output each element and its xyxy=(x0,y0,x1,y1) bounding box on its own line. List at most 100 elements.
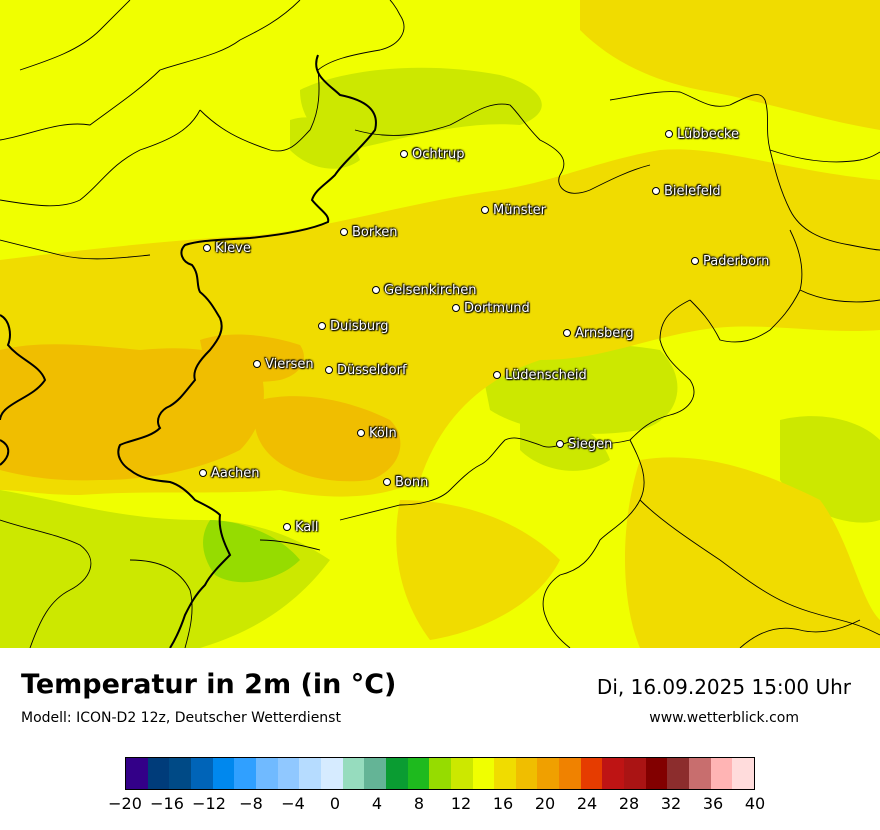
city-marker: Aachen xyxy=(199,465,259,483)
legend-color-segment xyxy=(320,758,343,789)
city-marker: Duisburg xyxy=(318,318,389,336)
border-netherlands-belgium xyxy=(117,54,377,648)
city-label: Kleve xyxy=(215,241,251,256)
city-dot-icon xyxy=(357,428,365,437)
legend-color-segment xyxy=(580,758,603,789)
city-label: Bonn xyxy=(395,475,429,490)
city-dot-icon xyxy=(481,205,489,214)
temperature-map: Lübbecke Ochtrup Bielefeld Münster Borke… xyxy=(0,0,880,648)
city-marker: Bonn xyxy=(383,474,428,492)
city-marker: Kall xyxy=(283,519,319,537)
legend-color-segment xyxy=(190,758,213,789)
warm-zone-south xyxy=(396,500,560,640)
city-label: Dortmund xyxy=(464,301,530,316)
city-label: Lüdenscheid xyxy=(505,368,587,383)
city-dot-icon xyxy=(563,328,571,337)
city-label: Bielefeld xyxy=(664,184,721,199)
city-marker: Düsseldorf xyxy=(325,362,407,380)
city-label: Köln xyxy=(369,426,397,441)
legend-color-segment xyxy=(645,758,668,789)
city-dot-icon xyxy=(691,256,699,265)
city-marker: Gelsenkirchen xyxy=(372,282,477,300)
legend-tick-label: 16 xyxy=(492,794,514,813)
legend-color-segment xyxy=(429,758,451,789)
city-dot-icon xyxy=(383,477,391,486)
city-label: Münster xyxy=(493,203,546,218)
color-legend-bar xyxy=(125,757,755,790)
hot-zone-lower-rhine xyxy=(0,344,264,481)
cool-zone-siegerland xyxy=(520,417,610,471)
legend-tick-label: 20 xyxy=(534,794,556,813)
city-marker: Ochtrup xyxy=(400,146,465,164)
legend-tick-label: 36 xyxy=(702,794,724,813)
city-dot-icon xyxy=(203,243,211,252)
legend-color-segment xyxy=(299,758,321,789)
legend-tick-label: 28 xyxy=(618,794,640,813)
city-label: Ochtrup xyxy=(412,147,465,162)
legend-color-segment xyxy=(710,758,733,789)
hot-zone-duesseldorf xyxy=(200,334,304,382)
legend-color-segment xyxy=(472,758,495,789)
city-label: Gelsenkirchen xyxy=(384,283,477,298)
color-legend-ticks: −20 −16 −12 −8 −4 0 4 8 12 16 20 24 28 32 36 40 xyxy=(0,794,880,818)
legend-tick-label: 40 xyxy=(744,794,766,813)
cool-zone-northwest xyxy=(290,117,360,169)
city-dot-icon xyxy=(283,522,291,531)
city-marker: Münster xyxy=(481,202,546,220)
legend-color-segment xyxy=(602,758,625,789)
legend-tick-label: −12 xyxy=(192,794,226,813)
legend-color-segment xyxy=(277,758,300,789)
city-dot-icon xyxy=(340,227,348,236)
city-marker: Lübbecke xyxy=(665,126,739,144)
city-dot-icon xyxy=(452,303,460,312)
city-label: Borken xyxy=(352,225,398,240)
legend-color-segment xyxy=(537,758,560,789)
legend-tick-label: 12 xyxy=(450,794,472,813)
city-label: Arnsberg xyxy=(575,326,634,341)
legend-color-segment xyxy=(667,758,690,789)
hot-zone-cologne xyxy=(254,396,401,482)
cool-zone-north xyxy=(300,67,542,150)
city-dot-icon xyxy=(372,285,380,294)
source-url: www.wetterblick.com xyxy=(649,710,799,726)
legend-color-segment xyxy=(689,758,711,789)
legend-color-segment xyxy=(169,758,191,789)
legend-tick-label: −20 xyxy=(108,794,142,813)
legend-tick-label: 32 xyxy=(660,794,682,813)
city-dot-icon xyxy=(318,321,326,330)
city-label: Aachen xyxy=(211,466,260,481)
model-info: Modell: ICON-D2 12z, Deutscher Wetterdie… xyxy=(21,710,341,726)
city-marker: Lüdenscheid xyxy=(493,367,587,385)
legend-color-segment xyxy=(559,758,581,789)
city-label: Siegen xyxy=(568,437,613,452)
legend-color-segment xyxy=(255,758,278,789)
legend-color-segment xyxy=(515,758,538,789)
legend-tick-label: −8 xyxy=(239,794,263,813)
city-dot-icon xyxy=(652,186,660,195)
legend-tick-label: −16 xyxy=(150,794,184,813)
city-dot-icon xyxy=(253,359,261,368)
legend-color-segment xyxy=(450,758,473,789)
city-dot-icon xyxy=(199,468,207,477)
legend-color-segment xyxy=(212,758,235,789)
legend-color-segment xyxy=(234,758,256,789)
city-marker: Arnsberg xyxy=(563,325,634,343)
border-west-segment xyxy=(0,314,47,421)
cool-zone-sauerland xyxy=(480,343,678,434)
legend-color-segment xyxy=(126,758,148,789)
legend-color-segment xyxy=(732,758,755,789)
city-marker: Bielefeld xyxy=(652,183,721,201)
legend-tick-label: 0 xyxy=(329,794,341,813)
legend-color-segment xyxy=(494,758,516,789)
city-dot-icon xyxy=(493,370,501,379)
city-marker: Dortmund xyxy=(452,300,530,318)
city-marker: Kleve xyxy=(203,240,251,258)
city-label: Paderborn xyxy=(703,254,770,269)
cool-zone-far-southwest xyxy=(40,560,150,624)
city-dot-icon xyxy=(665,129,673,138)
legend-color-segment xyxy=(624,758,646,789)
city-marker: Siegen xyxy=(556,436,612,454)
warm-zone-southeast xyxy=(625,457,880,648)
city-label: Lübbecke xyxy=(677,127,739,142)
map-title: Temperatur in 2m (in °C) xyxy=(21,669,397,700)
